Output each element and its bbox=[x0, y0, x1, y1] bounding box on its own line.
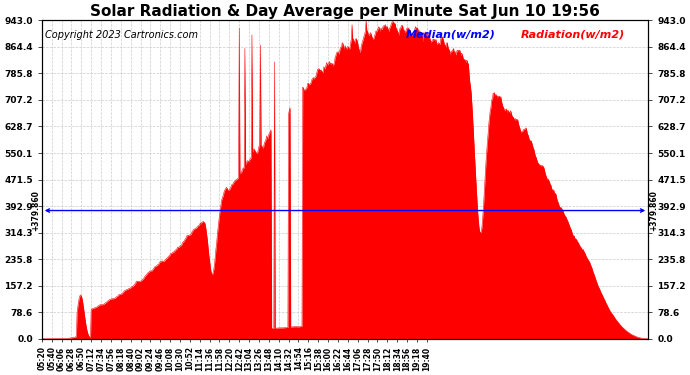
Text: Radiation(w/m2): Radiation(w/m2) bbox=[521, 30, 625, 40]
Text: +379.860: +379.860 bbox=[649, 190, 658, 231]
Title: Solar Radiation & Day Average per Minute Sat Jun 10 19:56: Solar Radiation & Day Average per Minute… bbox=[90, 4, 600, 19]
Text: +379.860: +379.860 bbox=[32, 190, 41, 231]
Text: Copyright 2023 Cartronics.com: Copyright 2023 Cartronics.com bbox=[45, 30, 198, 40]
Text: Median(w/m2): Median(w/m2) bbox=[406, 30, 495, 40]
